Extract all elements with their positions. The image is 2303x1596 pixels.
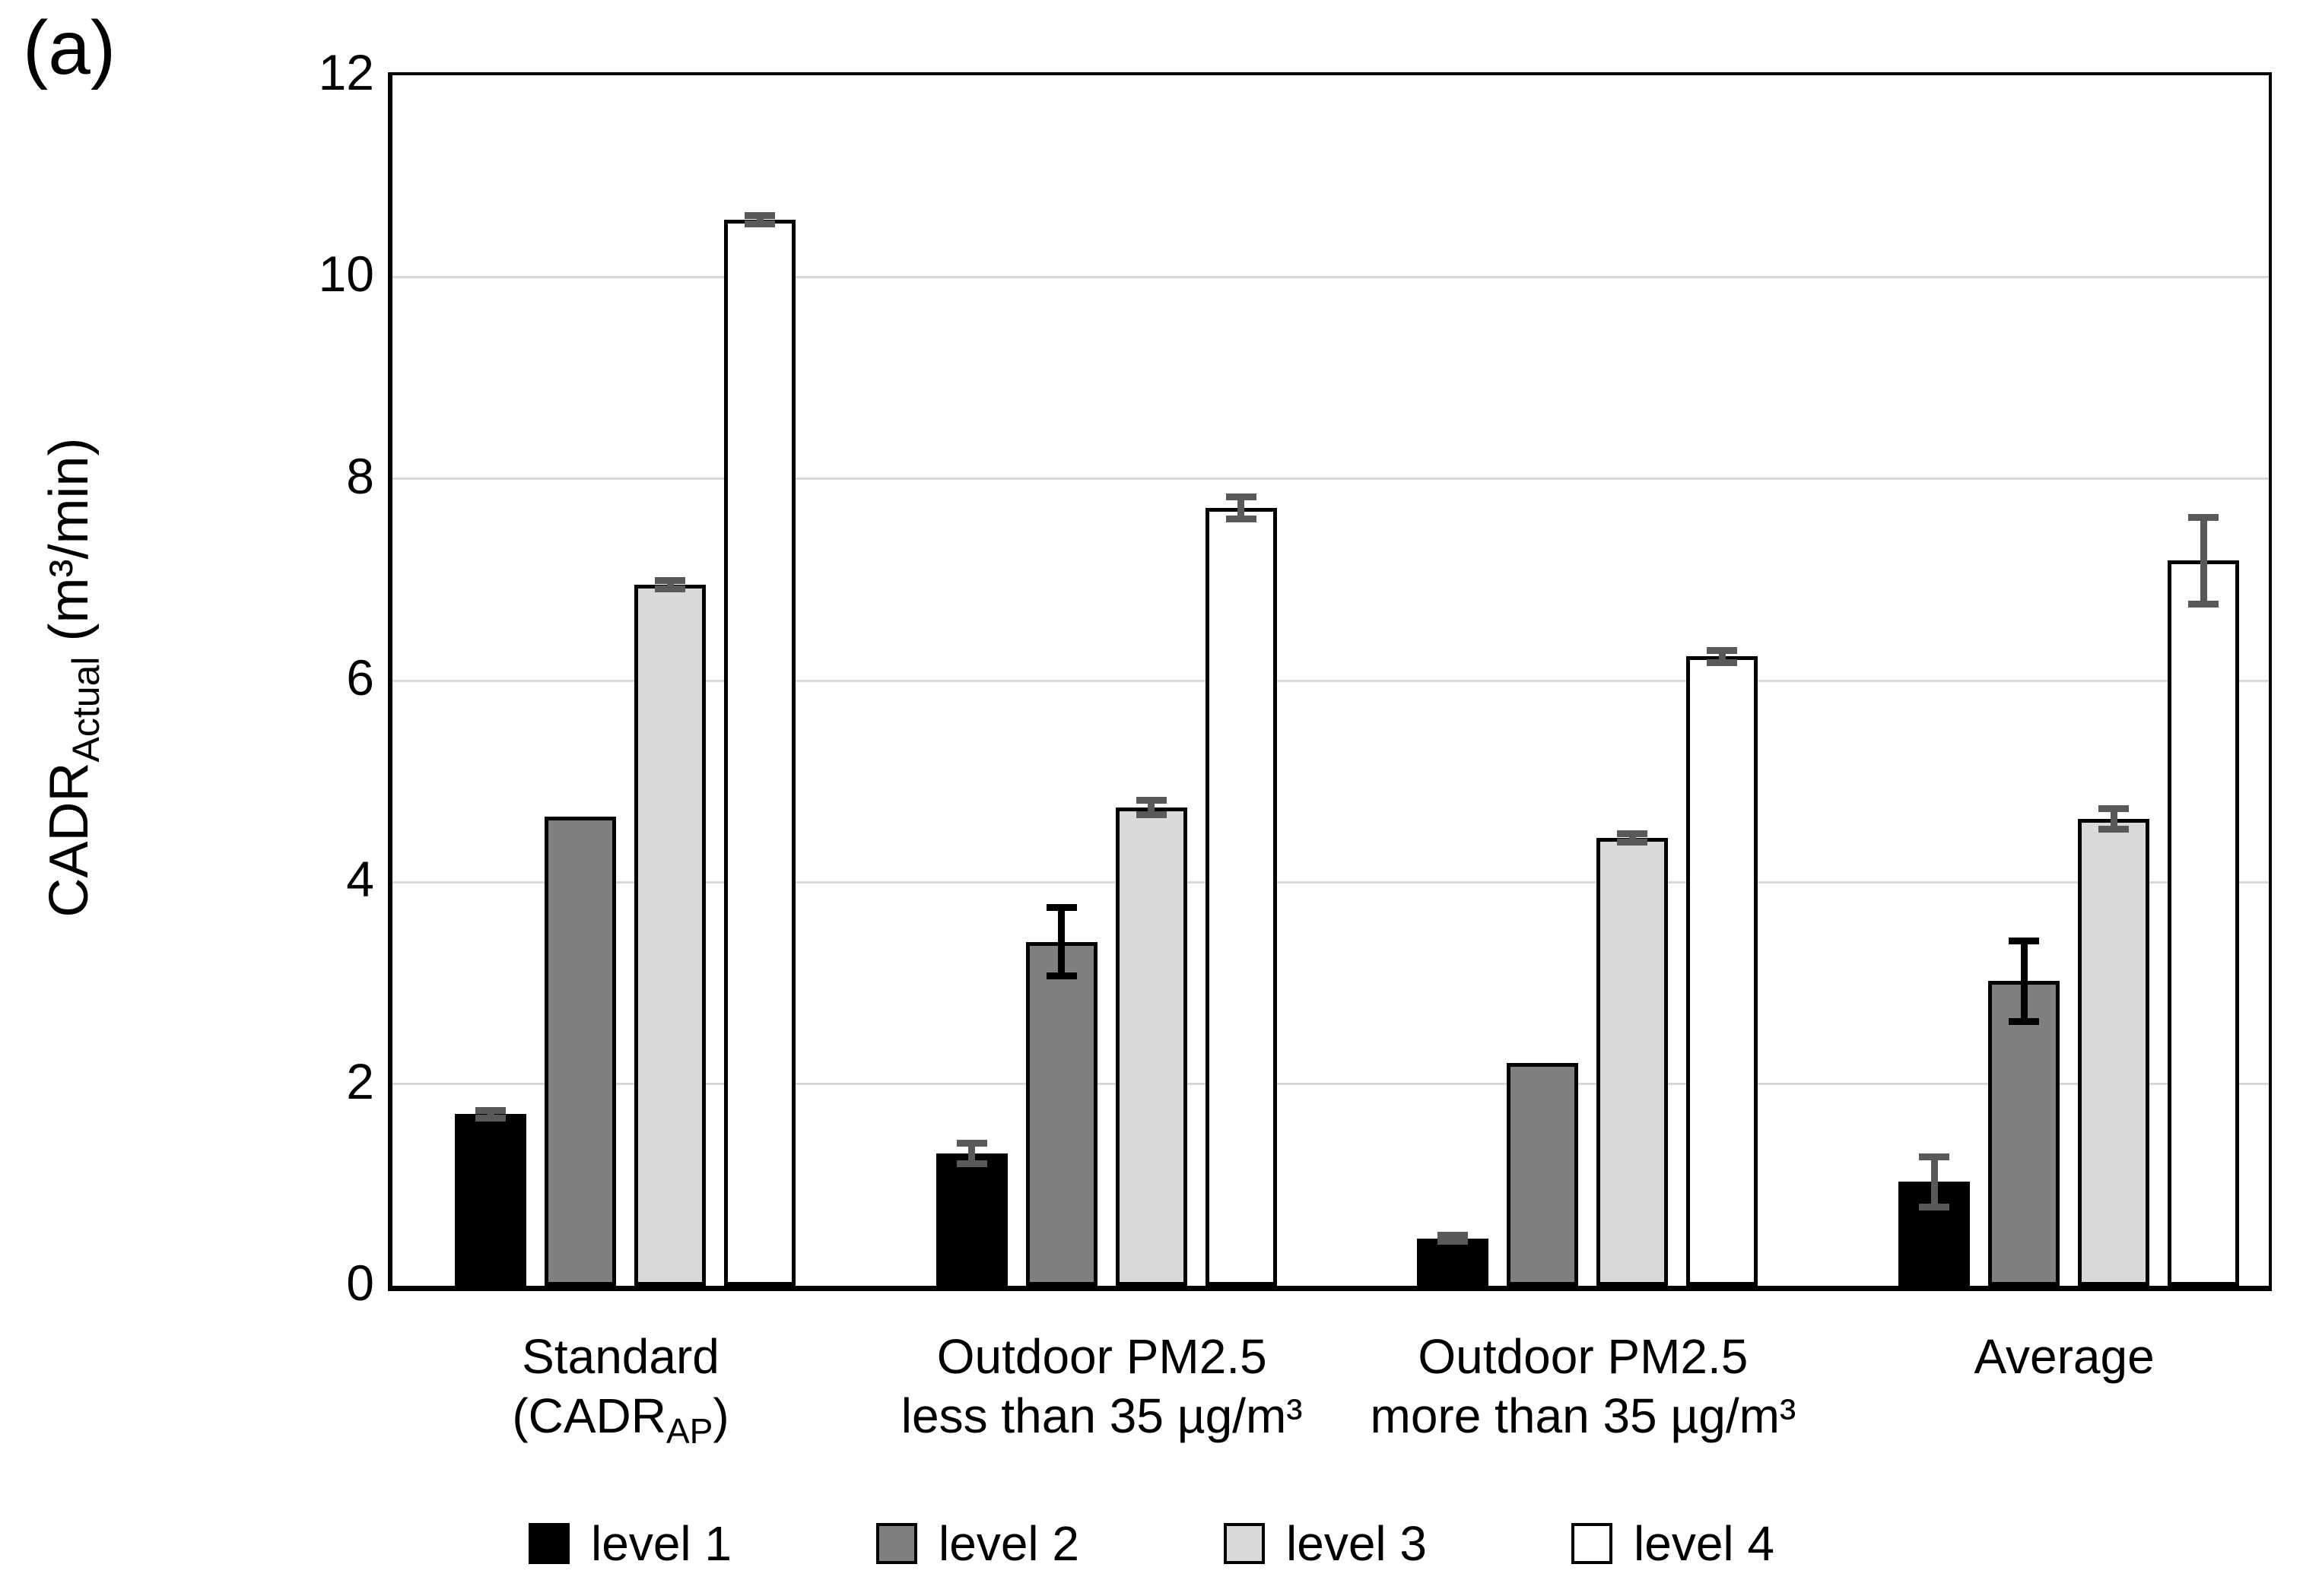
legend: level 1 level 2 level 3 level 4: [0, 1515, 2303, 1572]
legend-item-level4: level 4: [1571, 1515, 1774, 1572]
error-bar-cap: [655, 585, 685, 592]
y-axis-title-subscript: Actual: [65, 656, 108, 763]
bar-level2-group4: [1988, 981, 2060, 1286]
legend-item-level2: level 2: [876, 1515, 1079, 1572]
y-axis-title-main: CADR: [38, 762, 100, 918]
bar-level1-group1: [455, 1114, 526, 1286]
error-bar: [1930, 1157, 1938, 1207]
gridline-y-4: [392, 880, 2269, 884]
bar-level1-group3: [1417, 1238, 1489, 1286]
error-bar-cap: [2098, 804, 2130, 812]
error-bar: [1148, 800, 1155, 815]
bar-level2-group3: [1507, 1062, 1579, 1286]
error-bar-cap: [745, 211, 775, 219]
error-bar: [666, 580, 674, 589]
error-bar-cap: [1617, 830, 1648, 838]
error-bar-cap: [1707, 658, 1738, 666]
x-category-label-3: Outdoor PM2.5 more than 35 µg/m³: [1370, 1329, 1796, 1444]
legend-label: level 3: [1286, 1516, 1427, 1571]
error-bar-cap: [1225, 493, 1256, 501]
error-bar-cap: [1707, 646, 1738, 654]
error-bar-cap: [2188, 513, 2219, 521]
legend-label: level 1: [591, 1516, 732, 1571]
plot-area: [388, 72, 2272, 1291]
error-bar-cap: [475, 1115, 506, 1122]
y-tick-label-10: 10: [318, 246, 374, 303]
error-bar-cap: [2009, 937, 2040, 944]
error-bar: [1628, 833, 1636, 842]
error-bar-cap: [745, 220, 775, 227]
legend-label: level 4: [1634, 1516, 1774, 1571]
bar-level3-group3: [1596, 837, 1669, 1286]
error-bar-cap: [1919, 1204, 1950, 1211]
y-tick-label-12: 12: [318, 44, 374, 100]
error-bar: [2020, 941, 2028, 1022]
y-tick-label-6: 6: [346, 649, 374, 706]
error-bar-cap: [2188, 600, 2219, 608]
bar-level3-group1: [634, 584, 706, 1286]
error-bar-cap: [1617, 838, 1648, 846]
error-bar: [1718, 650, 1726, 663]
legend-swatch-level1: [529, 1523, 570, 1564]
x-category-label-2: Outdoor PM2.5 less than 35 µg/m³: [901, 1329, 1303, 1444]
bar-level4-group4: [2168, 560, 2240, 1286]
gridline-y-10: [392, 275, 2269, 278]
error-bar-cap: [475, 1106, 506, 1114]
error-bar-cap: [1437, 1238, 1469, 1245]
bar-level2-group2: [1025, 941, 1097, 1286]
bar-level3-group2: [1115, 808, 1187, 1286]
x-category-label-1: Standard (CADRAP): [512, 1329, 729, 1451]
y-axis-title: CADRActual (m³/min): [38, 438, 108, 918]
y-tick-label-0: 0: [346, 1255, 374, 1311]
legend-label: level 2: [939, 1516, 1079, 1571]
error-bar-cap: [1437, 1232, 1469, 1239]
error-bar-cap: [1919, 1153, 1950, 1160]
x-category-label-4: Average: [1974, 1329, 2155, 1384]
legend-item-level3: level 3: [1224, 1515, 1427, 1572]
error-bar-cap: [1046, 973, 1077, 980]
bar-level4-group3: [1686, 656, 1758, 1286]
error-bar: [2110, 808, 2117, 830]
error-bar: [756, 215, 764, 224]
error-bar-cap: [956, 1160, 987, 1167]
error-bar-cap: [1136, 811, 1167, 818]
error-bar-cap: [956, 1140, 987, 1147]
y-tick-label-2: 2: [346, 1052, 374, 1109]
gridline-y-2: [392, 1083, 2269, 1086]
error-bar-cap: [655, 577, 685, 585]
error-bar: [487, 1110, 494, 1118]
legend-item-level1: level 1: [529, 1515, 732, 1572]
bar-level4-group2: [1205, 508, 1277, 1286]
gridline-y-6: [392, 679, 2269, 682]
bar-level2-group1: [545, 817, 616, 1286]
error-bar-cap: [2098, 825, 2130, 833]
error-bar-cap: [1225, 516, 1256, 523]
bar-level3-group4: [2078, 818, 2150, 1286]
bar-level4-group1: [724, 219, 796, 1286]
legend-swatch-level4: [1571, 1523, 1612, 1564]
y-axis-title-unit: (m³/min): [38, 437, 100, 657]
error-bar: [1058, 907, 1066, 976]
error-bar: [1237, 497, 1245, 519]
bar-level1-group2: [935, 1153, 1008, 1286]
error-bar-cap: [2009, 1017, 2040, 1025]
gridline-y-8: [392, 478, 2269, 481]
error-bar: [2200, 517, 2207, 604]
error-bar: [968, 1143, 976, 1164]
panel-letter-label: (a): [23, 5, 116, 90]
error-bar-cap: [1046, 904, 1077, 911]
y-tick-label-8: 8: [346, 447, 374, 504]
y-tick-label-4: 4: [346, 851, 374, 908]
error-bar-cap: [1136, 797, 1167, 804]
legend-swatch-level2: [876, 1523, 917, 1564]
legend-swatch-level3: [1224, 1523, 1265, 1564]
